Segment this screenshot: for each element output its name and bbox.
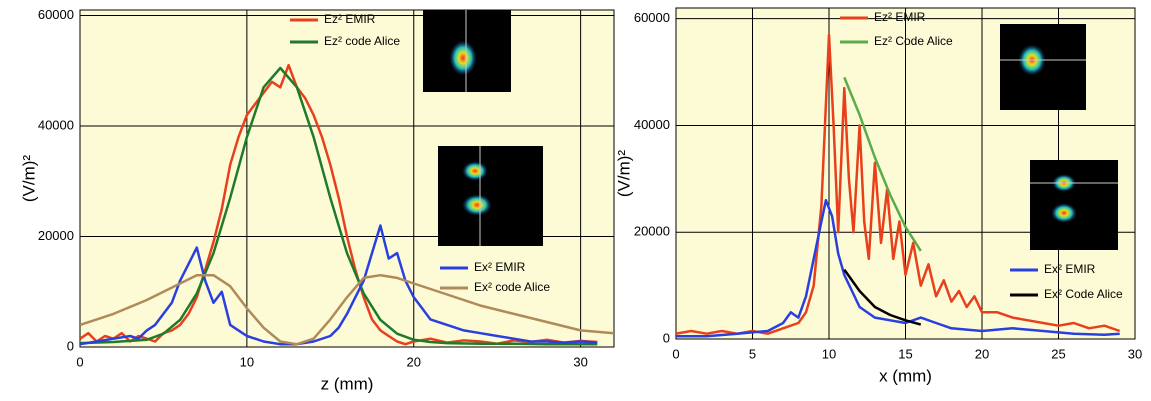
series-line bbox=[80, 63, 598, 346]
x-tick-label: 5 bbox=[749, 346, 756, 361]
inset-image bbox=[1030, 160, 1118, 250]
y-axis-label: (V/m)² bbox=[614, 150, 633, 198]
legend-label: Ex² Code Alice bbox=[1044, 287, 1123, 301]
y-tick-label: 60000 bbox=[634, 10, 670, 25]
series-line bbox=[843, 268, 922, 326]
y-tick-label: 20000 bbox=[38, 228, 74, 243]
x-tick-label: 30 bbox=[1128, 346, 1142, 361]
series-line bbox=[80, 66, 598, 346]
x-axis-label: z (mm) bbox=[321, 374, 374, 393]
series-line bbox=[676, 33, 1121, 335]
x-tick-label: 10 bbox=[822, 346, 836, 361]
legend-label: Ez² EMIR bbox=[874, 10, 926, 24]
x-axis-label: x (mm) bbox=[879, 366, 932, 385]
inset-spot bbox=[1051, 203, 1077, 223]
inset-spot bbox=[449, 40, 477, 76]
series-line bbox=[843, 76, 922, 252]
x-tick-label: 20 bbox=[407, 354, 421, 369]
x-tick-label: 30 bbox=[573, 354, 587, 369]
series-group bbox=[80, 63, 614, 346]
legend-label: Ez² Code Alice bbox=[874, 34, 953, 48]
y-tick-label: 0 bbox=[663, 330, 670, 345]
y-tick-label: 40000 bbox=[634, 117, 670, 132]
x-tick-label: 20 bbox=[975, 346, 989, 361]
inset-spot bbox=[462, 161, 488, 181]
series-group bbox=[676, 33, 1121, 338]
legend-label: Ex² EMIR bbox=[1044, 262, 1096, 276]
legend-label: Ex² EMIR bbox=[474, 260, 526, 274]
legend-label: Ez² EMIR bbox=[324, 12, 376, 26]
legend: Ez² EMIR Ez² code Alice Ex² EMIR Ex² code A… bbox=[290, 12, 550, 294]
y-tick-label: 40000 bbox=[38, 117, 74, 132]
x-tick-label: 15 bbox=[898, 346, 912, 361]
inset-spot bbox=[462, 194, 492, 216]
legend: Ez² EMIR Ez² Code Alice Ex² EMIR Ex² Code A… bbox=[840, 10, 1123, 301]
series-line bbox=[676, 198, 1120, 338]
legend-label: Ex² code Alice bbox=[474, 280, 550, 294]
insets bbox=[423, 10, 1118, 250]
y-tick-label: 20000 bbox=[634, 224, 670, 239]
y-tick-label: 0 bbox=[67, 338, 74, 353]
legend-label: Ez² code Alice bbox=[324, 34, 400, 48]
x-tick-label: 0 bbox=[672, 346, 679, 361]
x-tick-label: 0 bbox=[76, 354, 83, 369]
series-line bbox=[80, 224, 598, 346]
y-tick-label: 60000 bbox=[38, 7, 74, 22]
x-tick-label: 25 bbox=[1051, 346, 1065, 361]
plots: 0 20000 40000 60000 0 10 20 30 z (mm) (V/m)² Ez² E… bbox=[19, 7, 1142, 394]
x-tick-label: 10 bbox=[240, 354, 254, 369]
series-line bbox=[80, 273, 614, 346]
y-axis-label: (V/m)² bbox=[19, 155, 38, 203]
inset-image bbox=[438, 146, 543, 246]
